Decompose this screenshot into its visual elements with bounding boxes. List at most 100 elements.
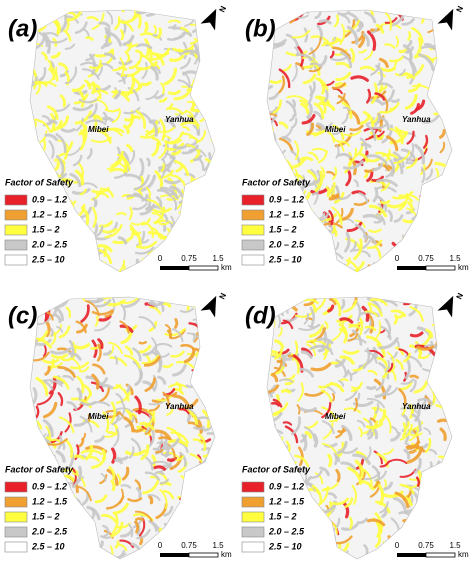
slope-cell [102, 111, 108, 123]
slope-cell [91, 187, 110, 194]
slope-cell [70, 528, 85, 548]
slope-cell [96, 343, 102, 362]
slope-cell [332, 497, 350, 506]
slope-cell [373, 479, 380, 489]
slope-cell [365, 446, 372, 461]
slope-cell [364, 552, 371, 559]
slope-cell [306, 85, 314, 106]
slope-cell [381, 124, 393, 144]
slope-cell [148, 428, 155, 448]
slope-cell [153, 24, 157, 35]
slope-cell [267, 162, 277, 175]
north-label: N [218, 4, 229, 13]
slope-cell [294, 311, 314, 318]
slope-cell [113, 167, 131, 179]
legend-label: 1.2 – 1.5 [269, 496, 305, 506]
slope-cell [341, 207, 354, 221]
slope-cell [168, 246, 183, 252]
slope-cell [302, 73, 317, 85]
slope-cell [365, 127, 379, 141]
slope-cell [92, 363, 106, 375]
slope-cell [207, 36, 215, 53]
slope-cell [450, 128, 452, 137]
slope-cell [106, 10, 114, 25]
slope-cell [189, 149, 201, 163]
slope-cell [76, 520, 94, 528]
slope-cell [436, 484, 449, 502]
slope-cell [174, 527, 181, 536]
slope-cell [193, 178, 200, 191]
slope-cell [210, 373, 215, 388]
slope-cell [119, 302, 127, 321]
slope-cell [195, 198, 212, 204]
slope-cell [359, 137, 368, 151]
slope-cell [413, 457, 422, 474]
slope-cell [334, 454, 341, 463]
legend-swatch [241, 194, 265, 206]
slope-cell [81, 68, 100, 80]
slope-cell [430, 379, 447, 389]
slope-cell [59, 12, 68, 33]
slope-cell [155, 448, 164, 454]
slope-cell [366, 397, 385, 409]
slope-cell [281, 126, 294, 139]
slope-cell [144, 471, 161, 481]
slope-cell [309, 518, 330, 527]
slope-cell [403, 352, 411, 363]
slope-cell [329, 263, 347, 272]
slope-cell [112, 502, 129, 515]
slope-cell [415, 476, 421, 487]
slope-cell [30, 435, 36, 456]
slope-cell [74, 110, 93, 125]
slope-cell [337, 152, 352, 159]
slope-cell [339, 23, 346, 45]
slope-cell [172, 394, 190, 408]
slope-cell [134, 370, 143, 387]
slope-cell [353, 238, 363, 261]
slope-cell [366, 157, 381, 163]
legend-swatch [4, 511, 28, 523]
slope-cell [171, 196, 178, 211]
legend-label: 1.5 – 2 [32, 224, 60, 234]
slope-cell [64, 43, 76, 50]
slope-cell [402, 44, 413, 60]
slope-cell [200, 524, 207, 542]
slope-cell [65, 146, 82, 157]
slope-cell [32, 337, 53, 349]
slope-cell [428, 502, 448, 512]
slope-cell [125, 384, 131, 394]
slope-cell [133, 174, 150, 191]
slope-cell [339, 355, 355, 365]
slope-cell [395, 358, 404, 371]
slope-cell [94, 494, 108, 504]
slope-cell [313, 102, 325, 120]
slope-cell [162, 438, 180, 451]
slope-cell [151, 212, 164, 221]
slope-cell [323, 550, 336, 556]
slope-cell [291, 416, 301, 436]
legend-title: Factor of Safety [5, 177, 74, 187]
slope-cell [422, 478, 445, 490]
slope-cell [80, 304, 90, 323]
slope-cell [163, 139, 182, 145]
slope-cell [194, 537, 211, 554]
legend-label: 2.0 – 2.5 [268, 239, 305, 249]
slope-cell [120, 13, 139, 24]
slope-cell [76, 524, 85, 534]
panel-label: (a) [8, 15, 37, 42]
slope-cell [433, 36, 445, 48]
slope-cell [135, 43, 153, 50]
slope-cell [361, 250, 371, 258]
slope-cell [387, 362, 394, 373]
slope-cell [428, 448, 438, 455]
slope-cell [400, 527, 417, 534]
slope-cell [41, 51, 48, 61]
slope-cell [383, 479, 387, 489]
slope-cell [329, 50, 335, 59]
slope-cell [393, 214, 404, 223]
slope-cell [170, 520, 177, 528]
slope-cell [144, 410, 156, 428]
place-name: Mibei [88, 125, 109, 134]
slope-cell [403, 448, 411, 460]
slope-cell [197, 71, 203, 81]
